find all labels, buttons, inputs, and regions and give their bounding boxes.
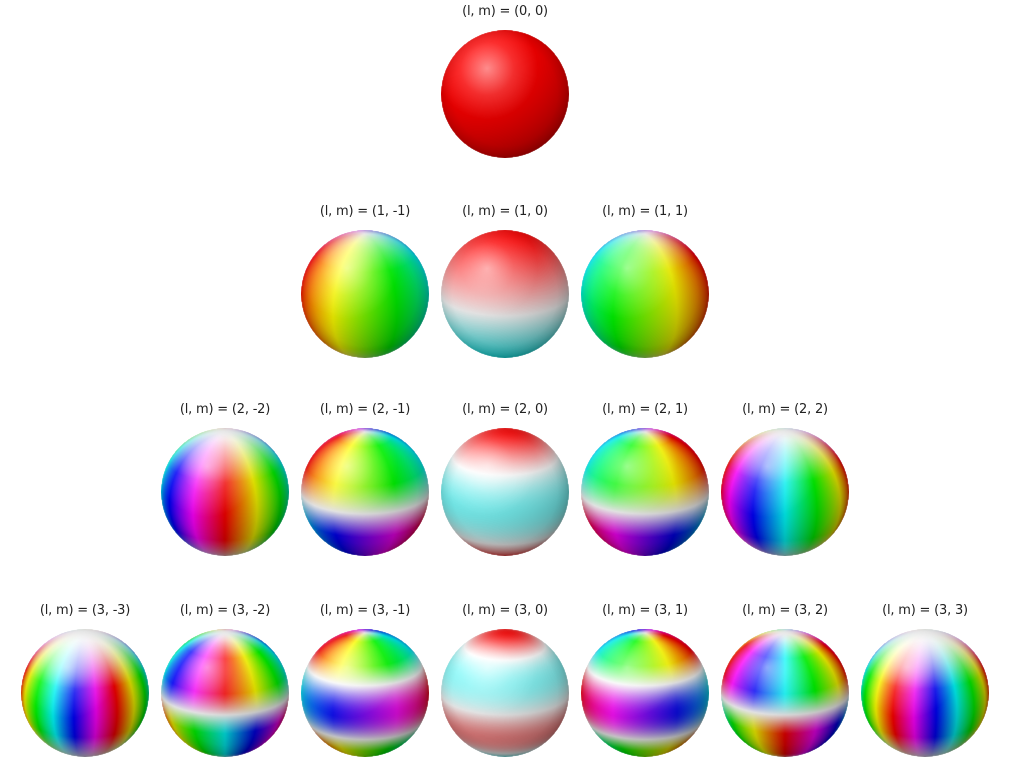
- harmonic-sphere-render: [301, 629, 429, 757]
- harmonic-label: (l, m) = (1, 0): [462, 204, 548, 219]
- harmonic-sphere: [161, 629, 289, 757]
- harmonic-sphere-render: [581, 230, 709, 358]
- harmonic-sphere: [301, 629, 429, 757]
- harmonic-sphere-render: [441, 30, 569, 158]
- harmonic-label: (l, m) = (3, 1): [602, 603, 688, 618]
- harmonic-sphere: [441, 629, 569, 757]
- harmonic-sphere-render: [161, 629, 289, 757]
- harmonic-sphere-render: [21, 629, 149, 757]
- harmonic-label: (l, m) = (3, -3): [39, 603, 131, 618]
- harmonic-label: (l, m) = (3, 0): [462, 603, 548, 618]
- harmonic-sphere-render: [301, 428, 429, 556]
- harmonic-cell-l1-m1: (l, m) = (1, 1): [575, 204, 715, 364]
- harmonic-sphere-render: [441, 230, 569, 358]
- harmonic-sphere-render: [441, 428, 569, 556]
- harmonic-sphere-render: [861, 629, 989, 757]
- harmonic-cell-l3-m-1: (l, m) = (3, -1): [295, 603, 435, 763]
- harmonic-sphere: [21, 629, 149, 757]
- harmonic-label: (l, m) = (2, -2): [179, 402, 271, 417]
- harmonic-label: (l, m) = (2, 1): [602, 402, 688, 417]
- harmonic-cell-l3-m0: (l, m) = (3, 0): [435, 603, 575, 763]
- harmonic-label: (l, m) = (3, -2): [179, 603, 271, 618]
- harmonic-label: (l, m) = (2, -1): [319, 402, 411, 417]
- harmonic-sphere-render: [581, 428, 709, 556]
- harmonic-cell-l1-m0: (l, m) = (1, 0): [435, 204, 575, 364]
- harmonic-sphere: [861, 629, 989, 757]
- harmonic-label: (l, m) = (2, 0): [462, 402, 548, 417]
- harmonic-sphere: [441, 30, 569, 158]
- harmonic-cell-l2-m2: (l, m) = (2, 2): [715, 402, 855, 562]
- harmonic-label: (l, m) = (2, 2): [742, 402, 828, 417]
- harmonic-sphere: [581, 230, 709, 358]
- harmonic-sphere: [161, 428, 289, 556]
- harmonic-sphere: [721, 428, 849, 556]
- harmonic-sphere: [441, 230, 569, 358]
- harmonic-sphere: [301, 428, 429, 556]
- harmonic-label: (l, m) = (1, 1): [602, 204, 688, 219]
- harmonic-sphere: [721, 629, 849, 757]
- harmonic-label: (l, m) = (1, -1): [319, 204, 411, 219]
- harmonic-cell-l1-m-1: (l, m) = (1, -1): [295, 204, 435, 364]
- harmonic-cell-l2-m1: (l, m) = (2, 1): [575, 402, 715, 562]
- harmonic-sphere: [441, 428, 569, 556]
- harmonic-sphere-render: [161, 428, 289, 556]
- harmonic-sphere: [301, 230, 429, 358]
- harmonic-sphere-render: [581, 629, 709, 757]
- harmonic-cell-l2-m0: (l, m) = (2, 0): [435, 402, 575, 562]
- harmonic-label: (l, m) = (3, 2): [742, 603, 828, 618]
- harmonic-label: (l, m) = (3, 3): [882, 603, 968, 618]
- harmonic-label: (l, m) = (0, 0): [462, 4, 548, 19]
- harmonic-cell-l2-m-1: (l, m) = (2, -1): [295, 402, 435, 562]
- harmonic-cell-l3-m2: (l, m) = (3, 2): [715, 603, 855, 763]
- harmonic-cell-l3-m3: (l, m) = (3, 3): [855, 603, 995, 763]
- harmonic-sphere-render: [721, 629, 849, 757]
- harmonic-cell-l3-m1: (l, m) = (3, 1): [575, 603, 715, 763]
- harmonic-sphere-render: [301, 230, 429, 358]
- harmonic-cell-l3-m-3: (l, m) = (3, -3): [15, 603, 155, 763]
- harmonic-cell-l2-m-2: (l, m) = (2, -2): [155, 402, 295, 562]
- harmonic-sphere: [581, 629, 709, 757]
- harmonic-sphere: [581, 428, 709, 556]
- harmonic-cell-l0-m0: (l, m) = (0, 0): [435, 4, 575, 164]
- harmonic-sphere-render: [441, 629, 569, 757]
- harmonic-label: (l, m) = (3, -1): [319, 603, 411, 618]
- harmonic-sphere-render: [721, 428, 849, 556]
- harmonic-cell-l3-m-2: (l, m) = (3, -2): [155, 603, 295, 763]
